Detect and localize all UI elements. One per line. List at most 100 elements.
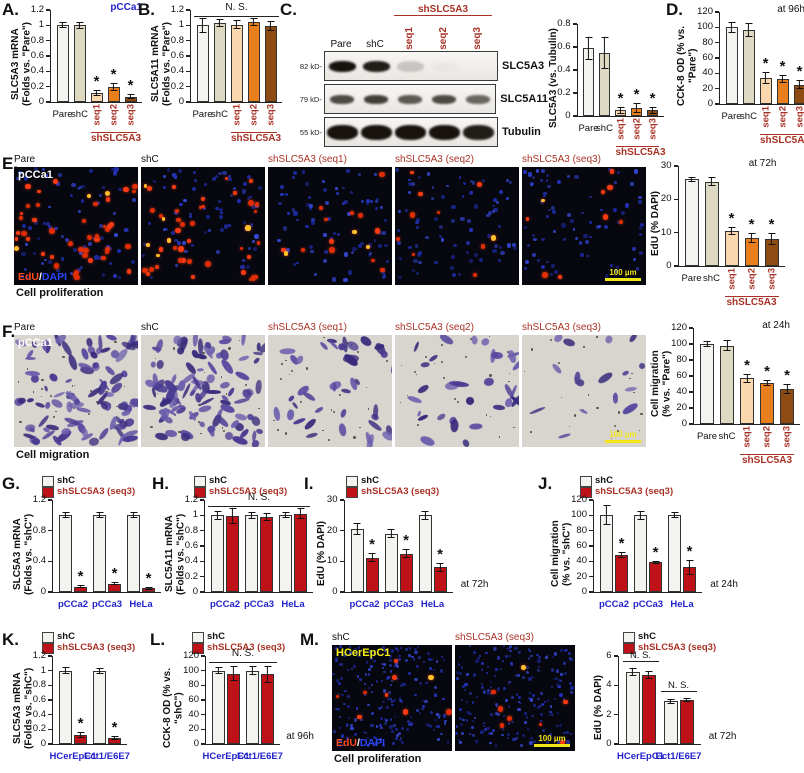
dapi-dot xyxy=(494,675,497,678)
bar-group: * seq1 xyxy=(759,12,772,128)
dapi-dot xyxy=(78,185,83,189)
dapi-dot xyxy=(431,197,435,201)
y-tick-label: 10 xyxy=(660,226,672,238)
edu-dot xyxy=(357,714,362,720)
cell-blob xyxy=(412,340,420,352)
legend-swatch xyxy=(42,476,54,487)
dapi-dot xyxy=(538,656,541,659)
bar-wrap xyxy=(227,656,240,744)
dapi-dot xyxy=(504,698,508,702)
x-tick-text: seq2 xyxy=(777,106,788,128)
dapi-dot xyxy=(439,224,443,229)
dapi-dot xyxy=(380,662,384,666)
dapi-dot xyxy=(410,723,413,726)
group-bracket-label: shSLC5A3 xyxy=(615,147,666,158)
cell-blob xyxy=(562,337,577,349)
significance-star: * xyxy=(77,715,84,733)
debris-dot xyxy=(357,351,360,354)
dapi-dot xyxy=(570,690,573,694)
dapi-dot xyxy=(506,243,511,248)
debris-dot xyxy=(368,408,370,410)
dapi-dot xyxy=(343,702,346,706)
dapi-dot xyxy=(475,742,479,745)
edu-dot xyxy=(190,274,195,279)
dapi-dot xyxy=(570,686,574,690)
x-tick-label: Ect1/E6E7 xyxy=(656,746,702,764)
bar-wrap xyxy=(704,166,719,266)
x-tick-label: seq1 xyxy=(742,426,753,453)
dapi-dot xyxy=(529,182,534,187)
dapi-dot xyxy=(589,220,593,224)
y-tick-label: 0.8 xyxy=(184,524,198,536)
dapi-dot xyxy=(385,705,390,710)
dapi-dot xyxy=(384,719,389,723)
dapi-dot xyxy=(638,226,642,230)
ns-marker: N. S. xyxy=(622,650,659,663)
y-tick-label: 0 xyxy=(565,110,571,121)
bar-group: Pare xyxy=(681,166,702,284)
bar-group: seq3 xyxy=(264,10,277,126)
y-tick-label: 40 xyxy=(188,708,199,720)
debris-dot xyxy=(32,391,35,393)
bar-group: * seq1 xyxy=(90,10,103,126)
x-tick-text: shC xyxy=(740,111,757,122)
y-tick-label: 120 xyxy=(671,322,687,333)
dapi-dot xyxy=(540,692,543,695)
dapi-dot xyxy=(392,724,397,728)
dapi-dot xyxy=(21,251,26,256)
edu-dot xyxy=(200,197,205,202)
debris-dot xyxy=(26,368,29,370)
dapi-dot xyxy=(469,732,472,735)
bar xyxy=(264,26,277,102)
dapi-dot xyxy=(434,685,438,689)
dapi-dot xyxy=(321,180,326,184)
y-tick-label: 0 xyxy=(40,738,46,749)
y-axis: 0 20 40 60 80 100 120 xyxy=(697,6,719,109)
x-tick-label: shC xyxy=(740,106,757,124)
x-tick-label: seq3 xyxy=(125,104,136,131)
cell-blob xyxy=(337,422,348,437)
dapi-dot xyxy=(580,253,585,258)
dapi-dot xyxy=(204,231,208,235)
edu-dot xyxy=(497,705,504,712)
dapi-dot xyxy=(471,181,475,185)
y-tick xyxy=(572,92,577,94)
dapi-dot xyxy=(445,184,449,188)
dapi-dot xyxy=(476,656,480,660)
dapi-dot xyxy=(147,221,152,226)
dapi-dot xyxy=(531,252,536,257)
dapi-dot xyxy=(389,669,392,673)
dapi-dot xyxy=(40,261,45,266)
dapi-dot xyxy=(367,243,373,248)
bar-wrap: * xyxy=(107,10,120,102)
dapi-dot xyxy=(437,715,441,719)
x-tick-text: seq3 xyxy=(265,104,276,126)
legend-item: shSLC5A3 (seq3) xyxy=(192,642,298,654)
dapi-dot xyxy=(426,723,429,726)
dapi-dot xyxy=(538,704,542,707)
dapi-dot xyxy=(487,234,492,239)
dapi-dot xyxy=(414,650,418,655)
dapi-dot xyxy=(411,655,414,658)
dapi-dot xyxy=(499,667,503,670)
dapi-dot xyxy=(524,225,528,229)
legend-swatch xyxy=(580,476,592,487)
dapi-dot xyxy=(418,250,423,255)
error-bar xyxy=(629,668,636,676)
edu-dot xyxy=(418,191,423,197)
edu-dot xyxy=(224,176,229,180)
dapi-dot xyxy=(495,705,499,708)
dapi-dot xyxy=(162,227,166,231)
bar xyxy=(350,529,364,592)
x-tick-label: Ect1/E6E7 xyxy=(84,746,130,764)
dapi-dot xyxy=(434,718,437,721)
dapi-dot xyxy=(541,703,545,707)
y-tick xyxy=(613,743,618,745)
dapi-dot xyxy=(543,700,547,704)
edu-dot xyxy=(167,238,172,243)
dapi-dot xyxy=(537,697,540,701)
edu-dot xyxy=(177,258,183,263)
x-tick-text: Pare xyxy=(681,273,702,284)
dapi-dot xyxy=(80,199,85,203)
edu-dot xyxy=(25,204,30,209)
